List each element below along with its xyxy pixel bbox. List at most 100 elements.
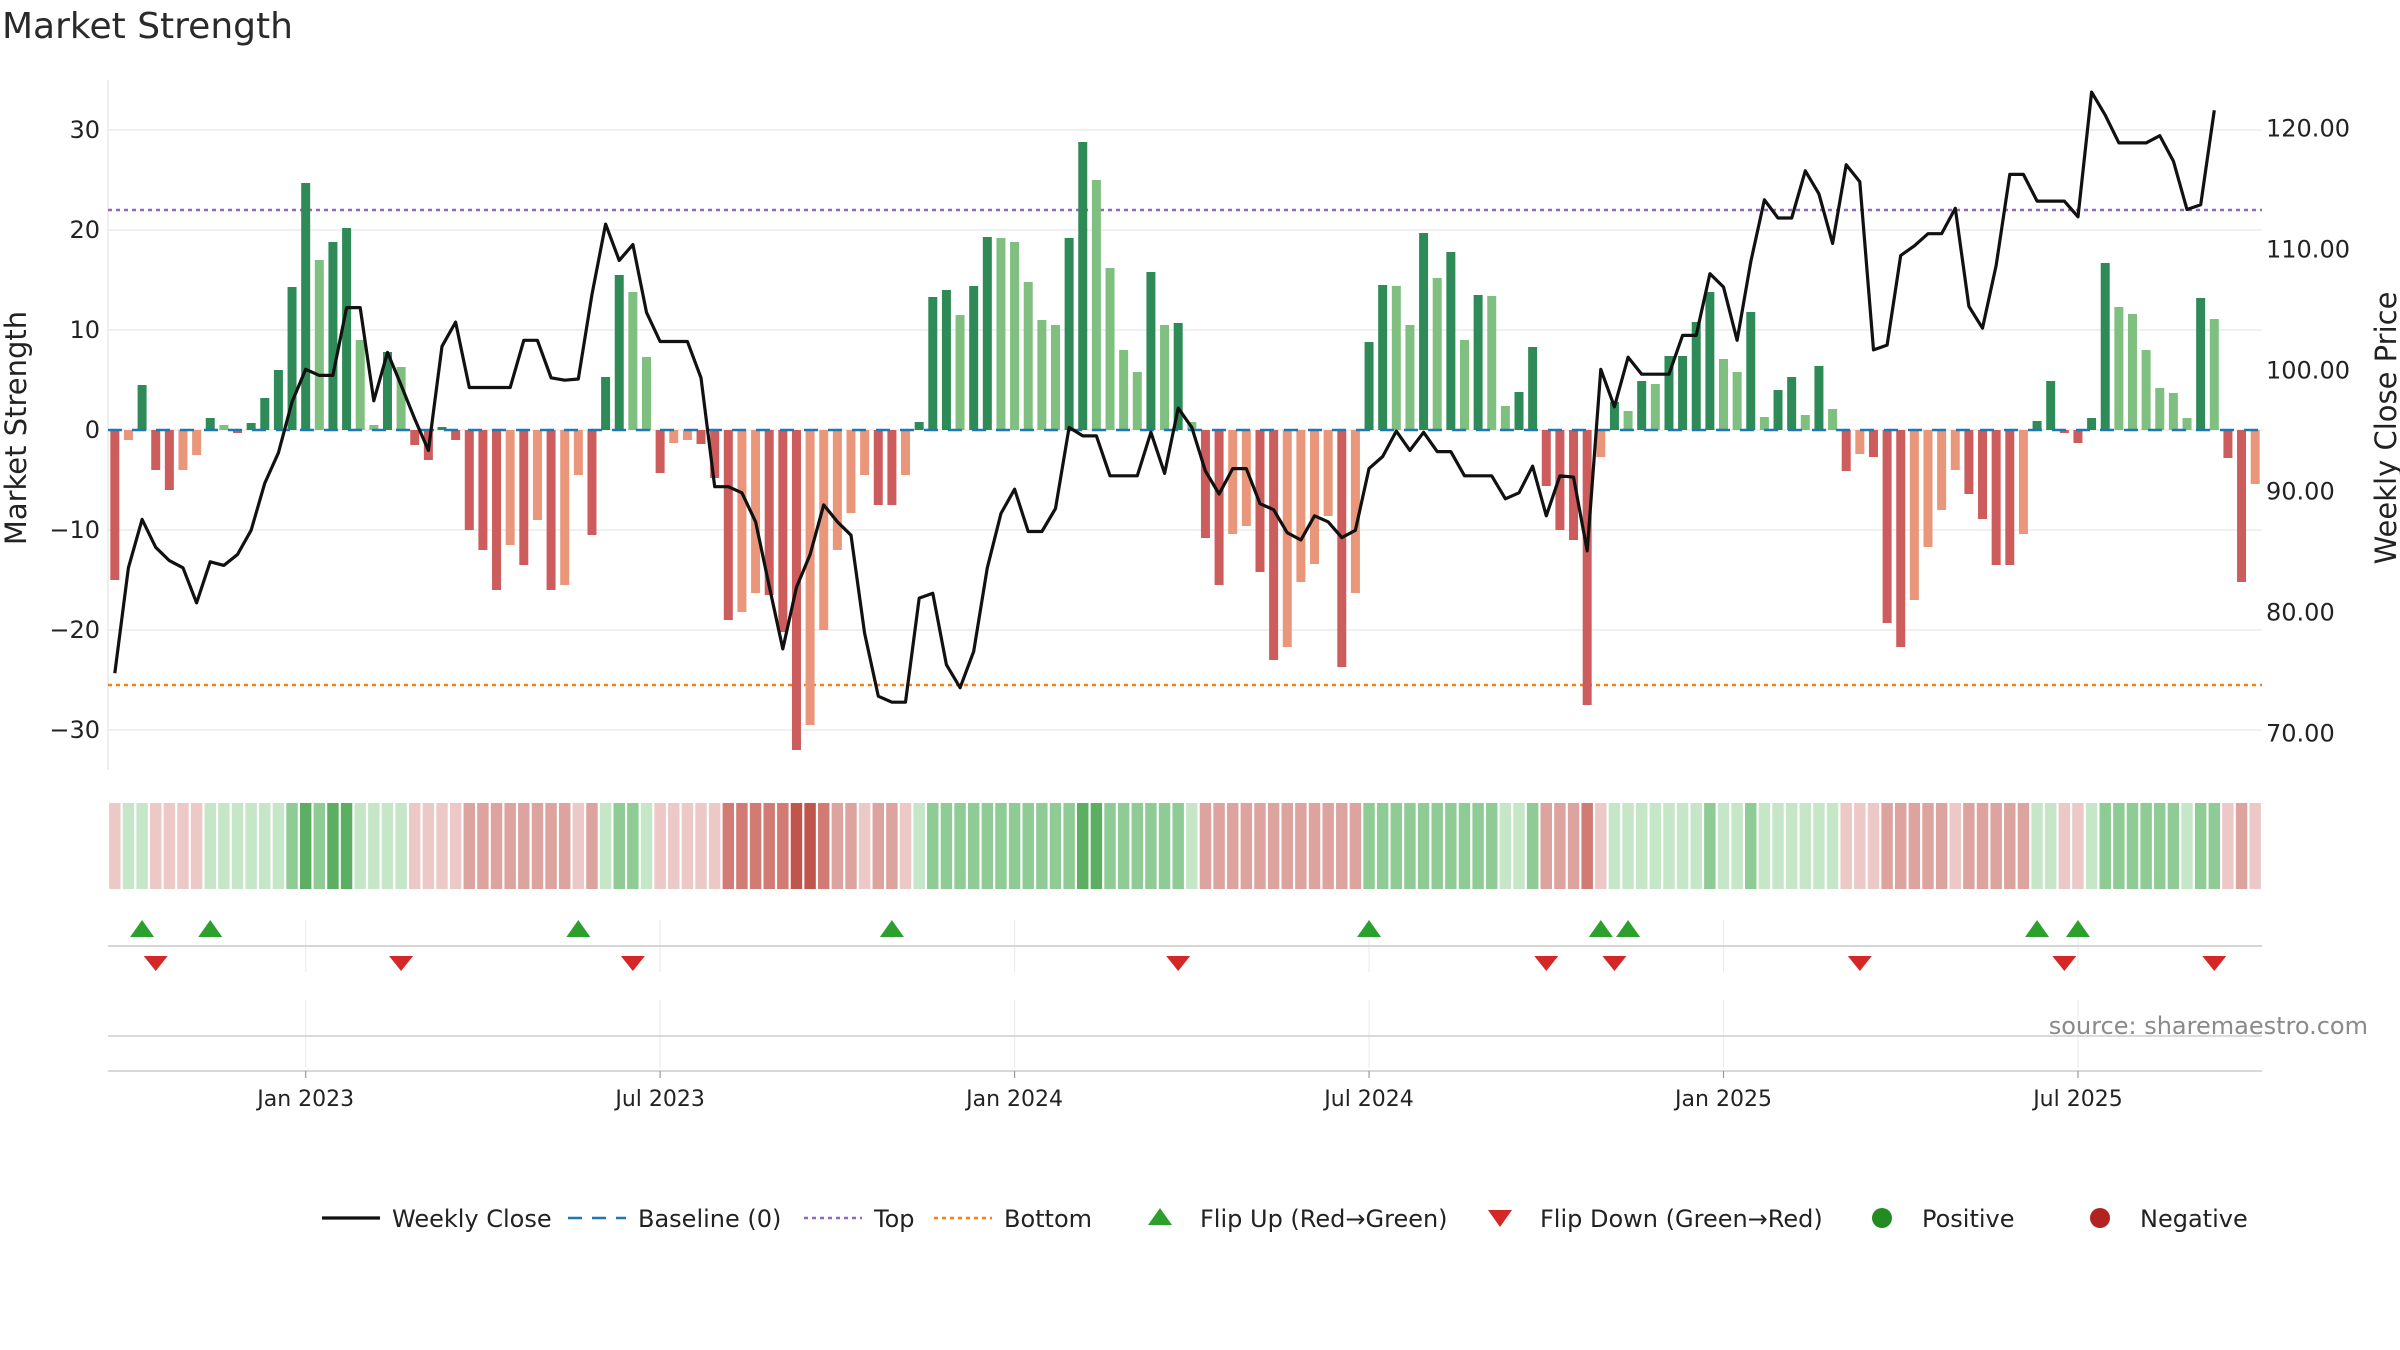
heat-cell (1908, 803, 1921, 889)
strength-bar (1323, 430, 1333, 516)
heat-cell (1976, 803, 1989, 889)
legend-item-flip-down: Flip Down (Green→Red) (1488, 1205, 1823, 1233)
flip-up-marker (130, 920, 155, 937)
strength-bar (519, 430, 529, 565)
heat-cell (2031, 803, 2043, 889)
heat-cell (1458, 803, 1471, 889)
legend-item-top: Top (804, 1205, 915, 1233)
strength-bar (2223, 430, 2233, 458)
heat-cell (340, 803, 353, 889)
strength-bar (601, 377, 611, 430)
heat-cell (2235, 803, 2248, 889)
heat-cell (1676, 803, 1689, 889)
heat-cell (2099, 803, 2111, 889)
chart-title: Market Strength (2, 6, 293, 47)
flip-up-marker (2065, 920, 2090, 937)
strength-bar (505, 430, 515, 545)
strength-bar (464, 430, 474, 530)
heat-cell (259, 803, 271, 889)
strength-bar (1896, 430, 1906, 647)
heat-cell (1567, 803, 1580, 889)
strength-bar (1310, 430, 1320, 564)
heat-cell (1226, 803, 1239, 889)
x-tick-label: Jan 2023 (255, 1087, 354, 1112)
strength-bar (2168, 393, 2178, 430)
heat-cell (1608, 803, 1621, 889)
heat-cell (2044, 803, 2057, 889)
heat-cell (1785, 803, 1798, 889)
heat-cell (1758, 803, 1771, 889)
strength-bar (1405, 325, 1415, 430)
heat-cell (599, 803, 612, 889)
strength-bar (1473, 295, 1483, 430)
strength-bar (1378, 285, 1388, 430)
strength-bar (955, 315, 965, 430)
strength-bar (1214, 430, 1224, 585)
strength-bar (314, 260, 324, 430)
heat-cell (2194, 803, 2207, 889)
y-left-tick-label: −20 (49, 616, 100, 644)
legend-item-negative: Negative (2090, 1205, 2248, 1233)
heat-cell (1935, 803, 1948, 889)
legend-item-bottom: Bottom (934, 1205, 1092, 1233)
heat-cell (1295, 803, 1307, 889)
heat-cell (613, 803, 625, 889)
heat-cell (2140, 803, 2152, 889)
heat-cell (1990, 803, 2002, 889)
heat-cell (1772, 803, 1784, 889)
heat-cell (477, 803, 489, 889)
heat-cell (1090, 803, 1103, 889)
strength-bar (192, 430, 202, 455)
heat-cell (1131, 803, 1144, 889)
heat-cell (640, 803, 653, 889)
strength-bar (928, 297, 938, 430)
strength-bar (1173, 323, 1183, 430)
heat-cell (872, 803, 884, 889)
strength-bar (164, 430, 174, 490)
heat-cell (163, 803, 176, 889)
strength-bar (137, 385, 147, 430)
strength-bar (2073, 430, 2083, 443)
strength-bar (546, 430, 556, 590)
heat-cell (1581, 803, 1593, 889)
strength-bar (1719, 359, 1728, 430)
flip-up-marker (1357, 920, 1382, 937)
y-left-axis-label: Market Strength (0, 311, 33, 545)
strength-bar (1623, 411, 1633, 430)
strength-bar (628, 292, 638, 430)
heat-cell (1445, 803, 1457, 889)
strength-bar (2100, 263, 2110, 430)
heat-cell (940, 803, 953, 889)
heat-cell (1417, 803, 1430, 889)
heat-cell (1199, 803, 1212, 889)
strength-bar (1132, 372, 1142, 430)
heat-cell (2181, 803, 2193, 889)
strength-bar (1500, 406, 1510, 430)
y-left-tick-label: 20 (69, 216, 100, 244)
strength-bar (478, 430, 488, 550)
strength-bar (1814, 366, 1824, 430)
heat-cell (313, 803, 326, 889)
strength-bar (233, 430, 243, 433)
strength-bar (1664, 356, 1674, 430)
strength-bar (1269, 430, 1279, 660)
heat-cell (1404, 803, 1416, 889)
heat-cell (1649, 803, 1662, 889)
heat-cell (286, 803, 298, 889)
heat-cell (995, 803, 1007, 889)
heat-cell (1431, 803, 1443, 889)
heat-cell (1322, 803, 1334, 889)
heat-cell (1117, 803, 1130, 889)
strength-bar (1937, 430, 1947, 510)
strength-bar (1732, 372, 1742, 430)
strength-bar (1923, 430, 1933, 547)
heat-cell (2113, 803, 2125, 889)
heat-cell (572, 803, 585, 889)
strength-bar (396, 367, 406, 430)
heat-strip (109, 803, 2261, 889)
heat-cell (1745, 803, 1757, 889)
heat-cell (231, 803, 244, 889)
heat-cell (2167, 803, 2180, 889)
heat-cell (967, 803, 980, 889)
heat-cell (668, 803, 680, 889)
